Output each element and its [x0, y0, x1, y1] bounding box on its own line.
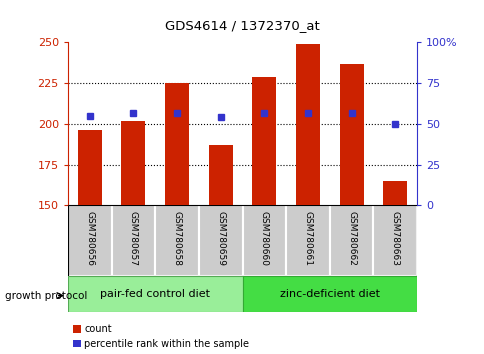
Bar — [373, 205, 416, 276]
Bar — [68, 276, 242, 312]
Text: GSM780661: GSM780661 — [303, 211, 312, 266]
Text: GSM780660: GSM780660 — [259, 211, 268, 266]
Bar — [198, 205, 242, 276]
Text: growth protocol: growth protocol — [5, 291, 87, 301]
Bar — [208, 145, 232, 205]
Bar — [155, 205, 198, 276]
Text: GSM780657: GSM780657 — [129, 211, 137, 266]
Bar — [77, 130, 102, 205]
Bar — [111, 205, 155, 276]
Bar — [252, 77, 276, 205]
Bar — [165, 83, 189, 205]
Bar — [339, 64, 363, 205]
Bar — [382, 181, 407, 205]
Text: GSM780656: GSM780656 — [85, 211, 94, 266]
Text: GSM780659: GSM780659 — [216, 211, 225, 266]
Legend: count, percentile rank within the sample: count, percentile rank within the sample — [73, 324, 249, 349]
Bar — [242, 276, 416, 312]
Bar — [329, 205, 373, 276]
Bar — [295, 44, 319, 205]
Bar — [286, 205, 329, 276]
Bar — [121, 121, 145, 205]
Bar — [242, 205, 286, 276]
Text: pair-fed control diet: pair-fed control diet — [100, 289, 210, 299]
Text: zinc-deficient diet: zinc-deficient diet — [279, 289, 379, 299]
Text: GSM780663: GSM780663 — [390, 211, 399, 266]
Text: GDS4614 / 1372370_at: GDS4614 / 1372370_at — [165, 19, 319, 33]
Bar — [68, 205, 111, 276]
Text: GSM780662: GSM780662 — [347, 211, 355, 266]
Text: GSM780658: GSM780658 — [172, 211, 181, 266]
